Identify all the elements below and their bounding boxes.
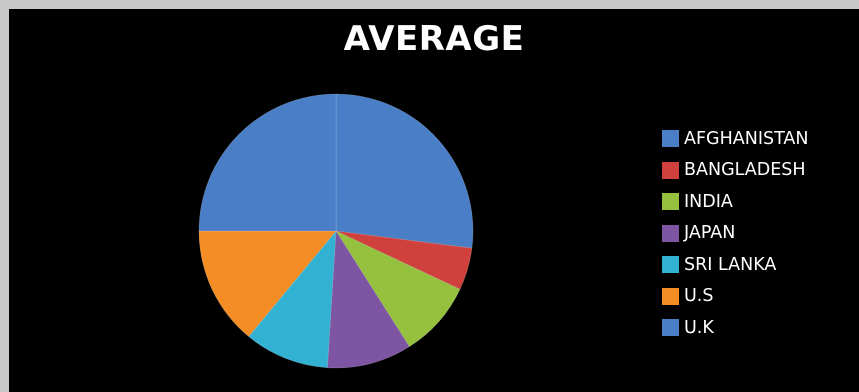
legend-label: U.S bbox=[684, 286, 714, 307]
legend-label: BANGLADESH bbox=[684, 160, 806, 181]
legend-swatch bbox=[662, 224, 679, 242]
pie-slice-bangladesh bbox=[335, 230, 473, 290]
pie-slice-sri-lanka bbox=[248, 230, 337, 369]
legend-swatch bbox=[662, 193, 679, 211]
legend-item-sri-lanka: SRI LANKA bbox=[662, 249, 808, 281]
legend-item-u-k: U.K bbox=[662, 312, 808, 344]
legend-item-bangladesh: BANGLADESH bbox=[662, 155, 808, 187]
legend-item-japan: JAPAN bbox=[662, 218, 808, 250]
legend-item-afghanistan: AFGHANISTAN bbox=[662, 123, 808, 155]
chart-title: AVERAGE bbox=[343, 19, 525, 59]
chart-area: AVERAGE AFGHANISTAN BANGLADESH INDIA JAPAN S… bbox=[9, 9, 859, 392]
legend-swatch bbox=[662, 256, 679, 274]
legend-swatch bbox=[662, 161, 679, 179]
legend-swatch bbox=[662, 287, 679, 305]
legend-item-india: INDIA bbox=[662, 186, 808, 218]
legend-item-u-s: U.S bbox=[662, 281, 808, 313]
legend-label: AFGHANISTAN bbox=[684, 128, 809, 149]
legend: AFGHANISTAN BANGLADESH INDIA JAPAN SRI LANKA… bbox=[662, 123, 808, 344]
pie-chart bbox=[198, 93, 474, 369]
pie-slice-india bbox=[335, 230, 461, 348]
legend-swatch bbox=[662, 130, 679, 148]
legend-label: INDIA bbox=[684, 191, 733, 212]
legend-label: JAPAN bbox=[684, 223, 736, 244]
pie-slice-japan bbox=[327, 230, 410, 369]
legend-label: SRI LANKA bbox=[684, 254, 777, 275]
pie-slice-afghanistan bbox=[335, 93, 474, 249]
legend-label: U.K bbox=[684, 317, 714, 338]
pie-slice-u-s bbox=[198, 230, 337, 337]
legend-swatch bbox=[662, 319, 679, 337]
pie-slice-u-k bbox=[198, 93, 337, 232]
